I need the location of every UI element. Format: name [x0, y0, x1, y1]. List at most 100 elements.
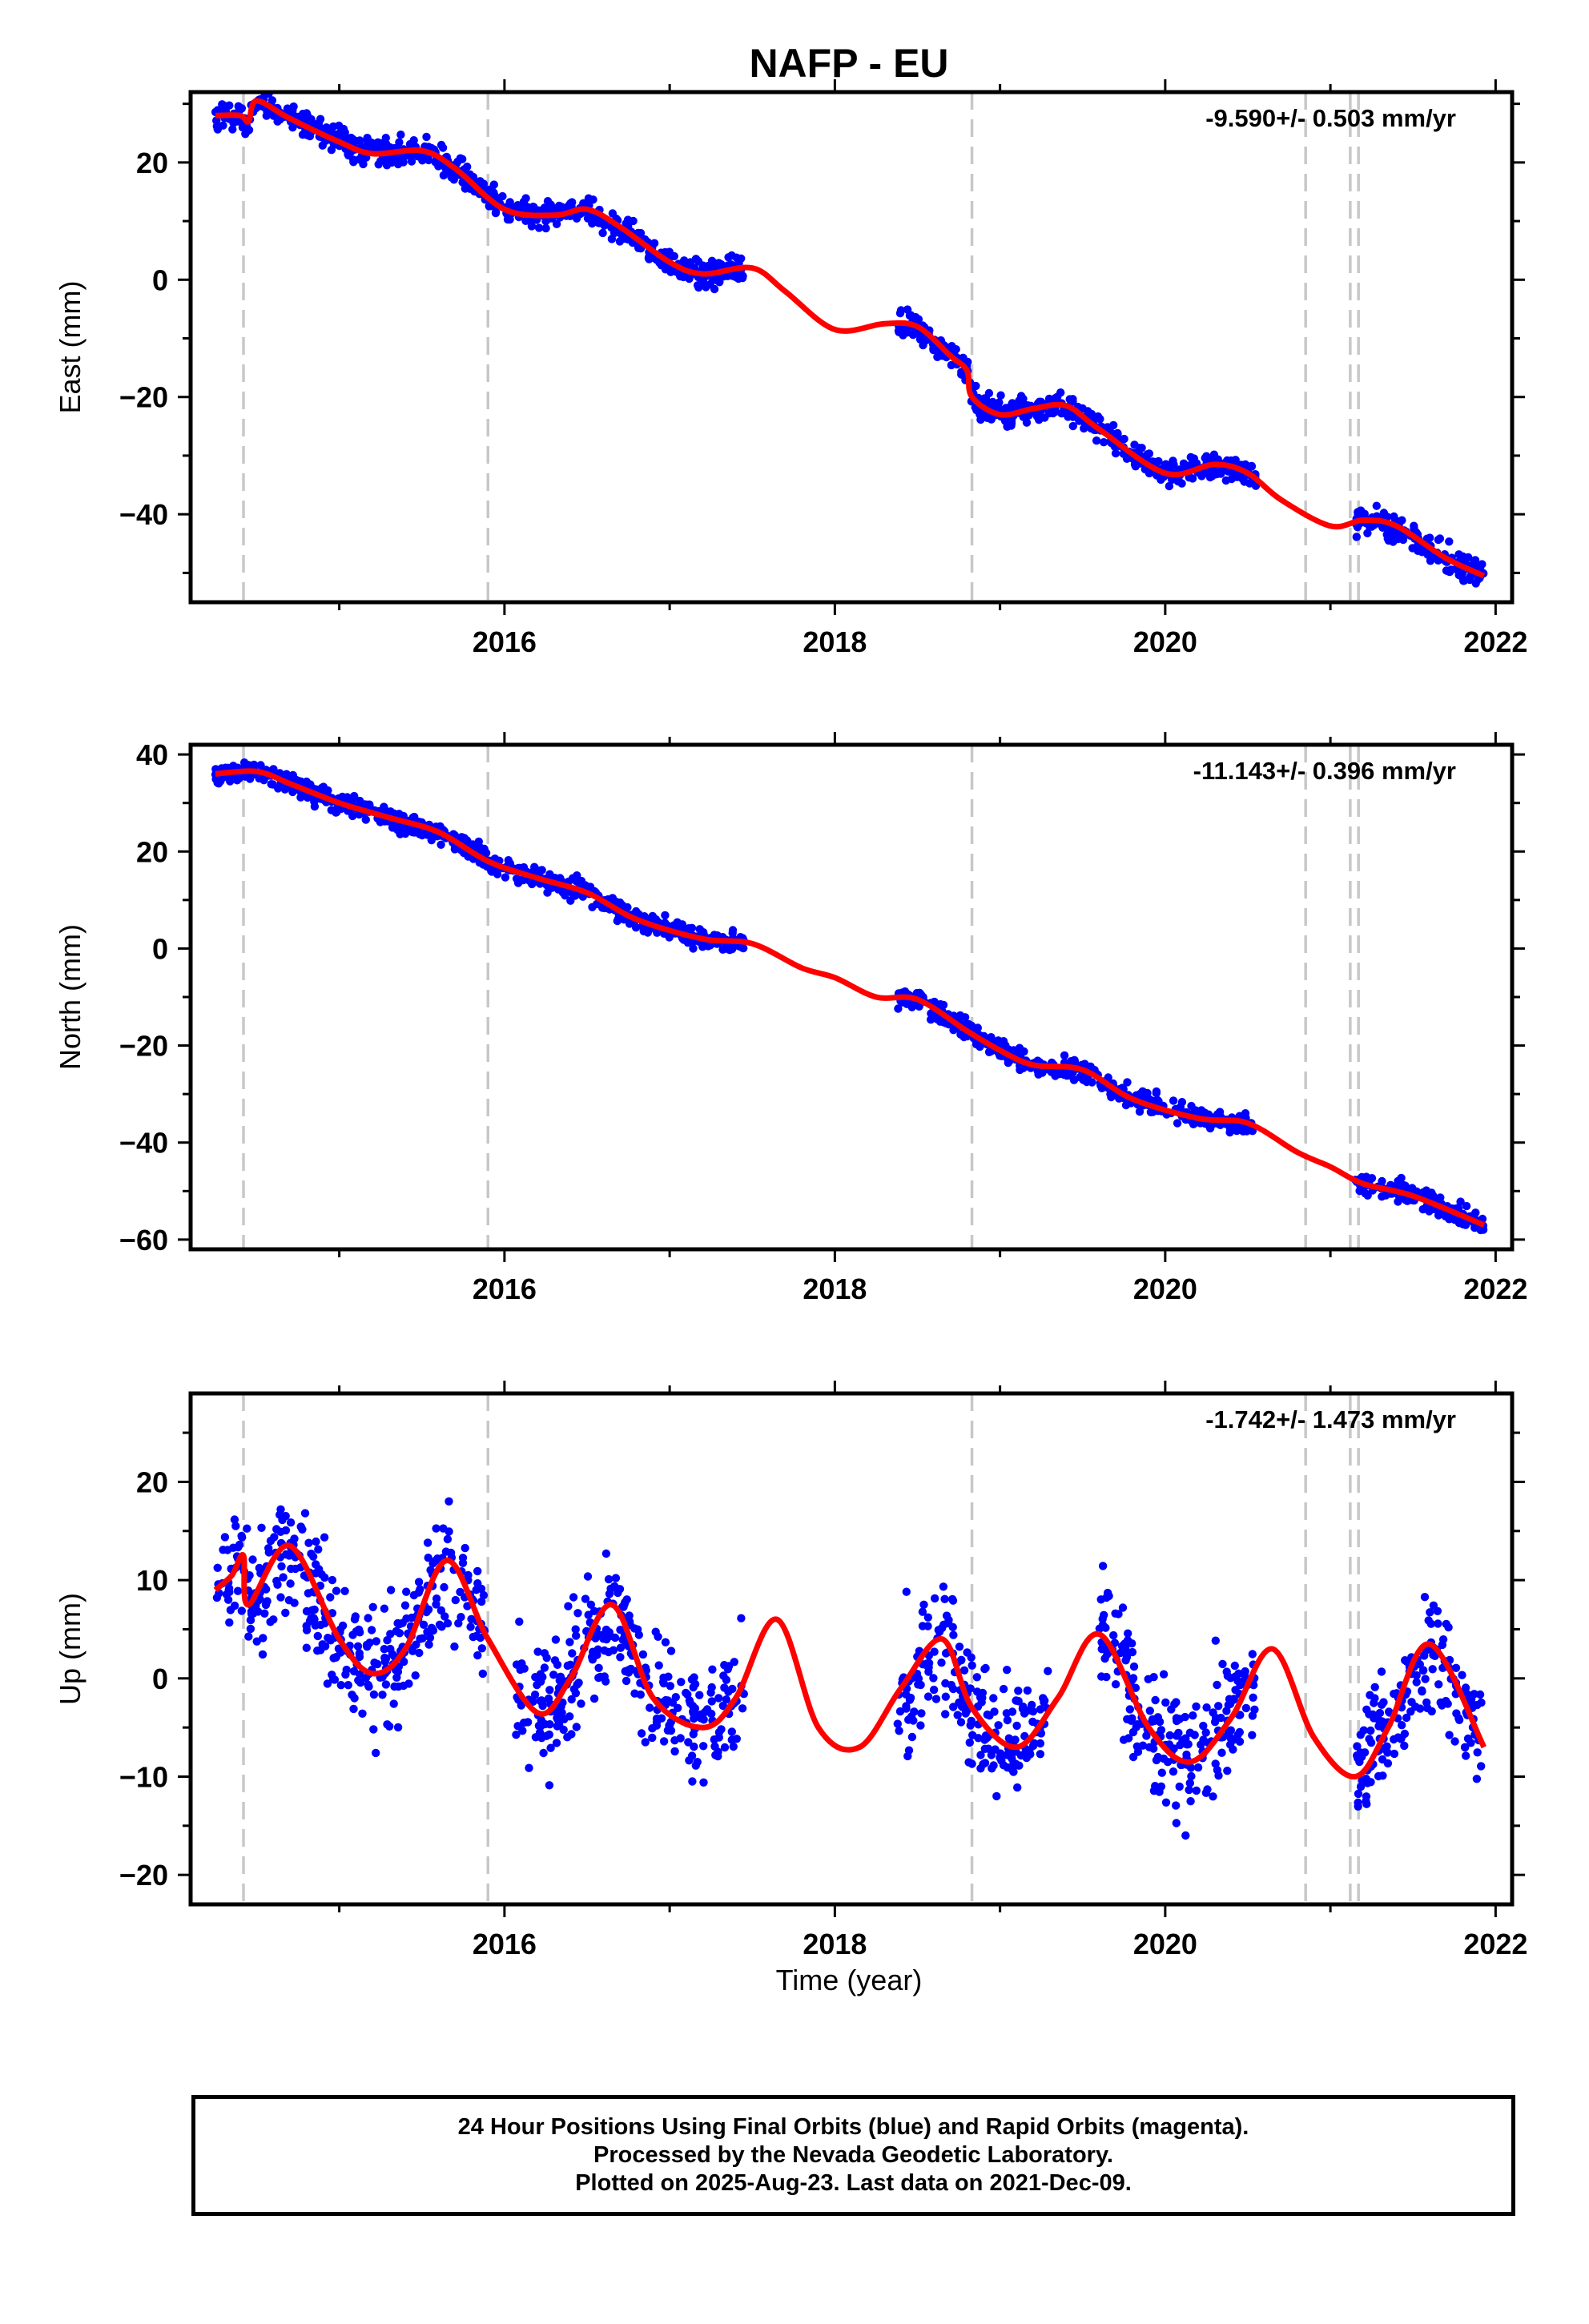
up-data-point [902, 1702, 911, 1711]
up-data-point [1421, 1675, 1430, 1683]
up-data-point [1123, 1715, 1132, 1723]
up-data-point [1412, 1678, 1421, 1687]
up-data-point [929, 1685, 939, 1695]
up-data-point [699, 1742, 708, 1751]
up-data-point [277, 1562, 286, 1571]
north-data-point [396, 830, 404, 838]
up-data-point [350, 1694, 359, 1703]
up-data-point [1418, 1666, 1428, 1675]
up-data-point [537, 1696, 546, 1705]
east-data-point [933, 352, 942, 361]
east-data-point [356, 136, 364, 145]
up-data-point [641, 1738, 650, 1747]
up-data-point [1229, 1735, 1238, 1744]
up-data-point [1155, 1717, 1165, 1727]
up-data-point [1039, 1694, 1048, 1703]
up-data-point [416, 1634, 424, 1643]
up-data-point [262, 1585, 271, 1594]
up-data-point [1420, 1593, 1430, 1602]
caption-line-3: Plotted on 2025-Aug-23. Last data on 202… [575, 2170, 1132, 2196]
up-data-point [310, 1605, 319, 1614]
up-data-point [354, 1676, 363, 1685]
up-data-point [949, 1630, 958, 1639]
up-data-point [243, 1524, 251, 1533]
up-data-point [407, 1613, 416, 1622]
up-data-point [918, 1607, 927, 1616]
up-data-point [1202, 1703, 1211, 1712]
up-data-point [1249, 1693, 1257, 1702]
up-data-point [367, 1626, 376, 1634]
north-data-point [267, 780, 276, 789]
up-data-point [563, 1733, 572, 1742]
up-data-point [515, 1617, 524, 1626]
up-data-point [1036, 1750, 1045, 1759]
up-data-point [466, 1622, 475, 1631]
up-data-point [245, 1571, 254, 1580]
up-data-point [706, 1688, 715, 1697]
north-data-point [1135, 1107, 1144, 1116]
up-data-point [966, 1721, 975, 1730]
up-data-point [1454, 1715, 1464, 1724]
up-data-point [1169, 1744, 1178, 1753]
up-data-point [1172, 1731, 1181, 1740]
east-data-point [1459, 577, 1468, 585]
up-data-point [924, 1659, 934, 1667]
up-data-point [450, 1642, 459, 1651]
east-data-point [907, 311, 915, 320]
up-data-point [949, 1703, 958, 1711]
up-data-point [974, 1734, 983, 1743]
up-data-point [1024, 1706, 1033, 1715]
up-data-point [684, 1738, 693, 1747]
up-data-point [252, 1637, 261, 1646]
up-data-point [622, 1676, 631, 1686]
north-data-point [407, 827, 416, 836]
up-data-point [1374, 1771, 1383, 1781]
north-data-point [653, 928, 662, 937]
up-y-tick-label: 10 [136, 1564, 168, 1597]
east-data-point [951, 345, 960, 354]
north-data-point [727, 942, 737, 951]
up-data-point [320, 1573, 329, 1582]
north-data-point [1418, 1188, 1428, 1197]
up-data-point [953, 1711, 962, 1719]
east-data-point [1113, 428, 1122, 438]
north-x-tick-label: 2020 [1133, 1273, 1197, 1305]
up-data-point [551, 1635, 561, 1644]
east-data-point [213, 125, 222, 134]
up-data-point [1211, 1714, 1221, 1723]
up-data-point [356, 1628, 364, 1637]
up-data-point [651, 1627, 660, 1636]
north-data-point [956, 1030, 965, 1039]
up-data-point [302, 1626, 312, 1634]
up-data-point [572, 1631, 581, 1640]
east-data-point [1003, 422, 1012, 431]
up-data-point [1230, 1661, 1240, 1671]
up-data-point [1223, 1671, 1233, 1680]
east-data-point [381, 134, 390, 143]
east-data-point [491, 208, 501, 218]
up-data-point [929, 1674, 938, 1683]
up-data-point [965, 1738, 975, 1747]
north-x-tick-label: 2022 [1463, 1273, 1527, 1305]
up-data-point [1097, 1645, 1106, 1654]
up-data-point [923, 1613, 933, 1622]
east-data-point [1390, 512, 1398, 521]
up-data-point [991, 1745, 1000, 1754]
up-data-point [625, 1611, 634, 1620]
up-data-point [469, 1632, 477, 1642]
north-y-tick-label: −40 [119, 1127, 168, 1160]
up-data-point [935, 1627, 944, 1636]
north-data-point [537, 866, 546, 875]
up-data-point [380, 1604, 389, 1613]
north-data-point [1456, 1197, 1465, 1206]
up-data-point [349, 1667, 359, 1676]
up-data-point [604, 1574, 613, 1584]
up-data-point [1100, 1610, 1108, 1620]
north-data-point [226, 777, 235, 786]
up-data-point [674, 1703, 682, 1712]
up-data-point [1241, 1703, 1251, 1713]
up-data-point [1028, 1717, 1037, 1727]
up-data-point [530, 1691, 540, 1699]
up-data-point [458, 1554, 468, 1562]
east-data-point [621, 234, 630, 243]
